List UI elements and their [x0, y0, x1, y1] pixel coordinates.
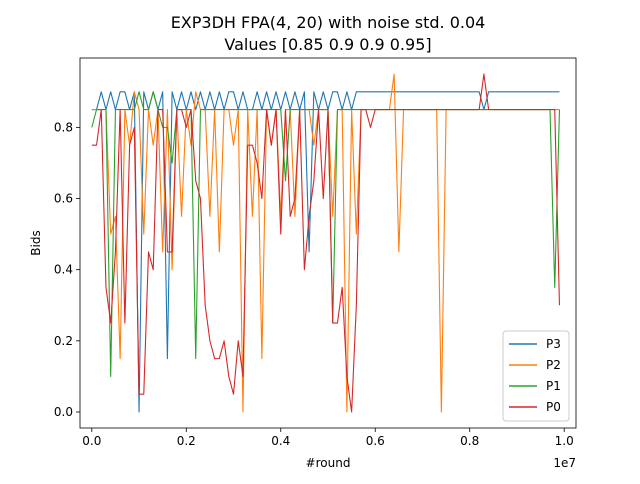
y-tick-label: 0.6: [54, 192, 73, 206]
series-line-p3: [91, 91, 560, 413]
legend-label-p1: P1: [546, 379, 561, 393]
x-tick-label: 0.4: [271, 434, 290, 448]
x-tick-label: 1.0: [555, 434, 574, 448]
y-tick-label: 0.2: [54, 334, 73, 348]
legend-label-p0: P0: [546, 400, 561, 414]
legend-label-p2: P2: [546, 358, 561, 372]
legend: P3 P2 P1 P0: [502, 330, 570, 422]
y-tick-label: 0.8: [54, 120, 73, 134]
y-tick-label: 0.0: [54, 405, 73, 419]
y-axis-ticks: 0.0 0.2 0.4 0.6 0.8: [54, 120, 80, 419]
x-tick-label: 0.2: [177, 434, 196, 448]
x-axis-offset-label: 1e7: [553, 456, 576, 470]
y-axis-label: Bids: [29, 230, 43, 255]
y-tick-label: 0.4: [54, 263, 73, 277]
series-line-p0: [91, 73, 561, 413]
x-tick-label: 0.6: [366, 434, 385, 448]
legend-label-p3: P3: [546, 337, 561, 351]
legend-entries: P3 P2 P1 P0: [509, 337, 561, 414]
x-tick-label: 0.8: [460, 434, 479, 448]
x-tick-label: 0.0: [82, 434, 101, 448]
chart-subtitle: Values [0.85 0.9 0.9 0.95]: [224, 35, 431, 54]
series-line-p1: [91, 91, 561, 377]
legend-box: [502, 330, 570, 422]
x-axis-label: #round: [306, 456, 351, 470]
x-axis-ticks: 0.0 0.2 0.4 0.6 0.8 1.0: [82, 428, 574, 448]
chart-title: EXP3DH FPA(4, 20) with noise std. 0.04: [171, 13, 486, 32]
plot-frame: [79, 57, 577, 429]
series-layer: [91, 73, 561, 413]
